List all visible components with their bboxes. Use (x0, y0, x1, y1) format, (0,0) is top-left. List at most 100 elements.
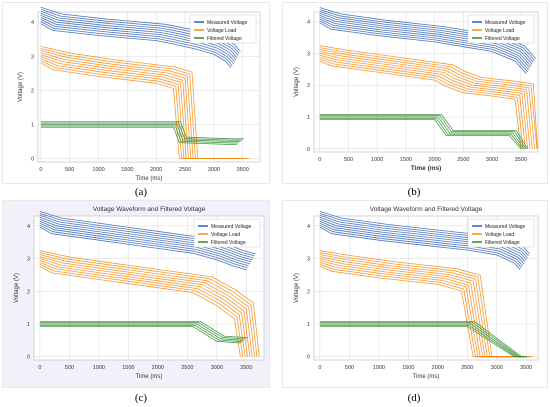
legend-label-b-0: Measured Voltage (485, 20, 526, 26)
series-line-c-1-0 (39, 266, 241, 357)
series-line-b-1-3 (319, 54, 529, 149)
series-line-c-0-8 (39, 211, 256, 255)
series-line-b-0-2 (319, 18, 530, 71)
x-tick-label-c-3: 1500 (122, 365, 134, 371)
y-tick-label-c-0: 0 (27, 355, 30, 361)
x-tick-label-c-4: 2000 (152, 365, 164, 371)
caption-b: (b) (407, 186, 421, 198)
y-tick-label-b-1: 1 (307, 115, 310, 121)
series-line-b-1-8 (319, 45, 538, 149)
series-line-c-2-0 (39, 326, 241, 344)
x-tick-label-b-6: 3000 (486, 157, 498, 163)
legend-label-a-2: Filtered Voltage (207, 36, 242, 42)
y-tick-label-b-0: 0 (307, 147, 310, 153)
chart-d: Voltage Waveform and Filtered Voltage 0 50… (282, 200, 548, 388)
series-line-c-0-4 (39, 218, 252, 263)
series-line-a-1-8 (40, 46, 250, 159)
series-line-a-2-3 (40, 122, 243, 141)
series-line-c-2-1 (39, 324, 243, 343)
series-line-a-2-0 (40, 126, 237, 145)
legend-label-c-2: Filtered Voltage (211, 240, 246, 246)
series-line-b-1-5 (319, 51, 533, 149)
y-tick-label-b-3: 3 (307, 51, 310, 57)
series-line-b-1-1 (319, 58, 524, 149)
y-tick-label-b-4: 4 (307, 20, 310, 26)
y-tick-label-c-2: 2 (27, 289, 30, 295)
x-tick-label-d-6: 3000 (491, 365, 503, 371)
series-line-d-0-7 (319, 213, 529, 257)
caption-a: (a) (134, 186, 148, 198)
series-line-d-0-3 (319, 220, 525, 265)
y-tick-label-a-4: 4 (31, 20, 34, 26)
y-axis-label-a: Voltage (V) (18, 72, 24, 102)
y-tick-label-d-4: 4 (307, 224, 310, 230)
series-line-b-0-8 (319, 7, 536, 59)
x-axis-label-a: Time (ms) (136, 176, 163, 182)
y-tick-label-d-0: 0 (307, 355, 310, 361)
series-line-c-0-5 (39, 216, 253, 261)
x-tick-label-a-4: 2000 (150, 167, 162, 173)
chart-a: 0 500 1000 1500 2000 2500 3000 3500 0 1 2 3 4 Time (m… (2, 2, 270, 184)
series-line-d-1-8 (319, 250, 534, 358)
series-line-b-1-0 (319, 60, 522, 149)
series-line-c-1-2 (39, 262, 246, 357)
y-axis-label-d: Voltage (V) (294, 273, 300, 303)
series-line-d-0-5 (319, 216, 527, 261)
x-axis-label-c: Time (ms) (136, 374, 163, 380)
series-line-a-0-4 (40, 15, 237, 60)
y-axis-label-b: Voltage (V) (294, 67, 300, 97)
x-tick-label-b-3: 1500 (400, 157, 412, 163)
series-line-c-1-7 (39, 252, 258, 357)
legend-label-c-1: Voltage Load (211, 232, 240, 238)
y-tick-label-a-0: 0 (31, 157, 34, 163)
legend-label-b-1: Voltage Load (485, 28, 514, 34)
series-line-b-2-1 (319, 117, 523, 150)
x-tick-label-a-5: 2500 (179, 167, 191, 173)
series-line-b-0-1 (319, 20, 528, 73)
series-line-c-1-1 (39, 264, 244, 357)
legend-label-b-2: Filtered Voltage (485, 36, 520, 42)
series-line-d-0-1 (319, 224, 522, 268)
series-line-c-1-8 (39, 250, 260, 357)
x-tick-label-b-0: 0 (318, 157, 321, 163)
series-line-b-0-4 (319, 14, 532, 67)
y-tick-label-a-1: 1 (31, 123, 34, 129)
series-line-b-1-7 (319, 47, 538, 149)
series-line-a-0-6 (40, 10, 239, 56)
x-tick-label-c-0: 0 (38, 365, 41, 371)
y-tick-label-c-1: 1 (27, 322, 30, 328)
caption-c: (c) (134, 392, 148, 404)
series-line-a-2-4 (40, 121, 244, 140)
legend-label-c-0: Measured Voltage (211, 224, 252, 230)
series-line-b-0-5 (319, 12, 533, 65)
series-line-c-2-3 (39, 322, 246, 340)
series-line-d-0-6 (319, 214, 528, 259)
chart-b: 0 500 1000 1500 2000 2500 3000 3500 0 1 2 3 4 Time (m… (282, 2, 548, 184)
y-tick-label-b-2: 2 (307, 83, 310, 89)
series-group-c (39, 211, 260, 357)
series-line-c-0-6 (39, 214, 254, 259)
x-tick-label-a-3: 1500 (121, 167, 133, 173)
y-tick-label-d-2: 2 (307, 289, 310, 295)
legend-label-d-1: Voltage Load (485, 232, 514, 238)
x-tick-label-b-4: 2000 (428, 157, 440, 163)
y-tick-label-d-3: 3 (307, 257, 310, 263)
series-line-b-0-6 (319, 11, 534, 63)
x-tick-label-d-0: 0 (318, 365, 321, 371)
series-line-b-0-3 (319, 16, 531, 69)
x-tick-label-b-2: 1000 (371, 157, 383, 163)
series-group-b (319, 7, 538, 150)
x-tick-label-c-6: 3000 (211, 365, 223, 371)
series-line-c-2-4 (39, 321, 248, 339)
x-tick-label-a-1: 500 (65, 167, 74, 173)
y-tick-label-a-3: 3 (31, 54, 34, 60)
series-line-c-1-4 (39, 258, 251, 357)
series-line-a-2-1 (40, 125, 239, 144)
x-tick-label-d-1: 500 (345, 365, 354, 371)
series-line-c-1-6 (39, 254, 255, 357)
series-line-a-0-5 (40, 13, 238, 58)
x-tick-label-c-5: 2500 (181, 365, 193, 371)
series-line-d-0-0 (319, 226, 521, 270)
series-line-b-1-4 (319, 53, 531, 149)
x-tick-label-b-5: 2500 (457, 157, 469, 163)
